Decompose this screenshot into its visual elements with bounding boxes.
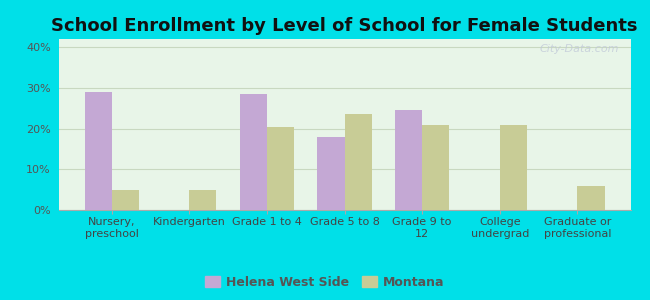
Bar: [344, 114, 372, 210]
Bar: [267, 127, 294, 210]
Bar: [112, 190, 139, 210]
Bar: [84, 92, 112, 210]
Bar: [577, 186, 605, 210]
Bar: [317, 137, 344, 210]
Bar: [500, 124, 527, 210]
Bar: [395, 110, 422, 210]
Bar: [422, 124, 449, 210]
Legend: Helena West Side, Montana: Helena West Side, Montana: [200, 271, 450, 294]
Bar: [189, 190, 216, 210]
Bar: [240, 94, 267, 210]
Text: City-Data.com: City-Data.com: [540, 44, 619, 54]
Title: School Enrollment by Level of School for Female Students: School Enrollment by Level of School for…: [51, 17, 638, 35]
